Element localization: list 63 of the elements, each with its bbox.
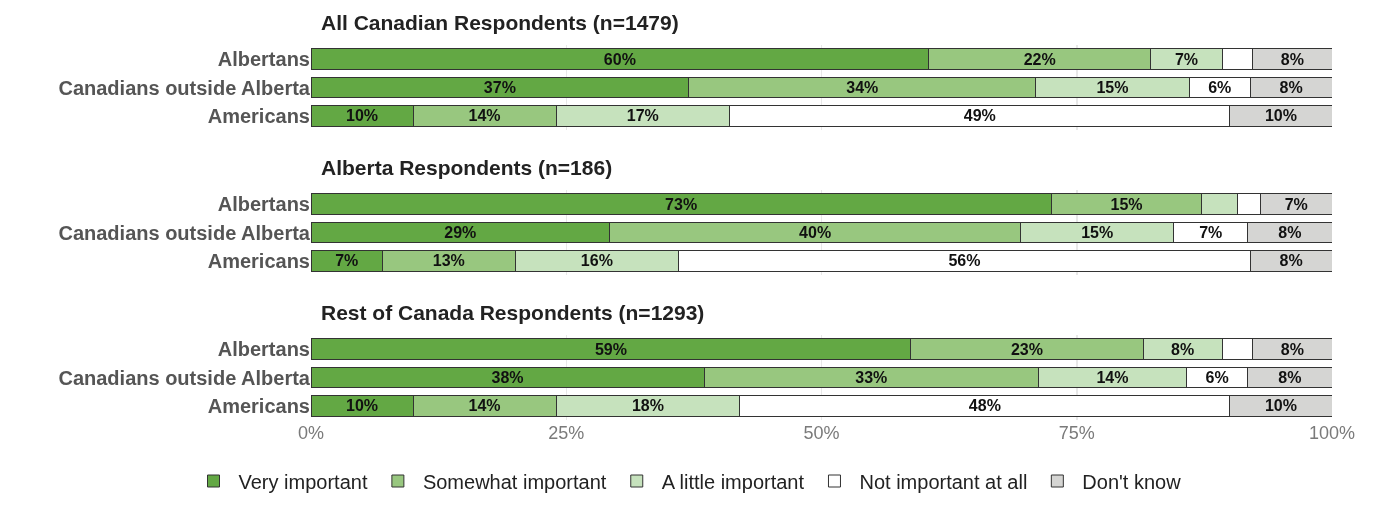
data-label: 15% — [1081, 224, 1114, 241]
data-label: 8% — [1279, 79, 1303, 96]
legend-label: Very important — [238, 470, 368, 493]
y-tick-label: Americans — [207, 249, 310, 272]
y-tick-label: Albertans — [217, 48, 310, 71]
data-label: 22% — [1023, 50, 1056, 68]
data-label: 15% — [1110, 195, 1143, 213]
chart-title: Rest of Canada Respondents (n=1293) — [321, 301, 705, 325]
data-label: 7% — [1199, 224, 1223, 241]
data-label: 7% — [1284, 195, 1308, 213]
data-label: 17% — [626, 107, 659, 125]
data-label: 49% — [963, 107, 996, 125]
data-label: 37% — [483, 79, 516, 96]
data-label: 7% — [1174, 50, 1199, 68]
data-label: 29% — [444, 224, 477, 241]
x-tick-label: 100% — [1308, 423, 1356, 443]
data-label: 14% — [468, 107, 501, 125]
data-label: 40% — [799, 224, 832, 241]
y-tick-label: Canadians outside Alberta — [58, 221, 311, 244]
legend-label: Somewhat important — [422, 470, 607, 493]
data-label: 14% — [1096, 369, 1129, 386]
data-label: 8% — [1280, 340, 1304, 358]
chart-title: Alberta Respondents (n=186) — [321, 156, 613, 180]
data-label: 7% — [335, 252, 359, 270]
data-label: 6% — [1208, 79, 1232, 96]
data-label: 10% — [346, 107, 379, 125]
data-label: 8% — [1171, 340, 1195, 358]
legend-label: A little important — [661, 470, 805, 493]
data-label: 8% — [1278, 224, 1302, 241]
data-label: 13% — [432, 252, 465, 270]
data-label: 59% — [594, 340, 627, 358]
y-tick-label: Americans — [207, 104, 310, 127]
data-label: 6% — [1205, 369, 1229, 386]
x-tick-label: 0% — [297, 423, 325, 443]
x-tick-label: 75% — [1058, 423, 1095, 443]
data-label: 8% — [1278, 369, 1302, 386]
data-label: 38% — [491, 369, 524, 386]
x-tick-label: 50% — [803, 423, 840, 443]
data-label: 48% — [968, 397, 1001, 415]
data-label: 10% — [1264, 107, 1297, 125]
data-label: 8% — [1280, 50, 1304, 68]
data-label: 33% — [855, 369, 888, 386]
y-tick-label: Albertans — [217, 338, 310, 361]
legend-label: Don't know — [1082, 470, 1182, 493]
data-label: 60% — [603, 50, 636, 68]
data-label: 14% — [468, 397, 501, 415]
y-tick-label: Canadians outside Alberta — [58, 366, 311, 389]
data-label: 10% — [346, 397, 379, 415]
data-label: 73% — [665, 195, 698, 213]
legend-label: Not important at all — [859, 470, 1028, 493]
data-label: 10% — [1264, 397, 1297, 415]
data-label: 8% — [1279, 252, 1303, 270]
data-label: 34% — [846, 79, 879, 96]
chart-title: All Canadian Respondents (n=1479) — [321, 11, 679, 35]
data-label: 15% — [1096, 79, 1129, 96]
y-tick-label: Americans — [207, 394, 310, 417]
data-label: 23% — [1010, 340, 1043, 358]
data-label: 56% — [948, 252, 981, 270]
x-tick-label: 25% — [548, 423, 585, 443]
data-label: 16% — [580, 252, 613, 270]
y-tick-label: Albertans — [217, 193, 310, 216]
y-tick-label: Canadians outside Alberta — [58, 76, 311, 99]
data-label: 18% — [631, 397, 664, 415]
